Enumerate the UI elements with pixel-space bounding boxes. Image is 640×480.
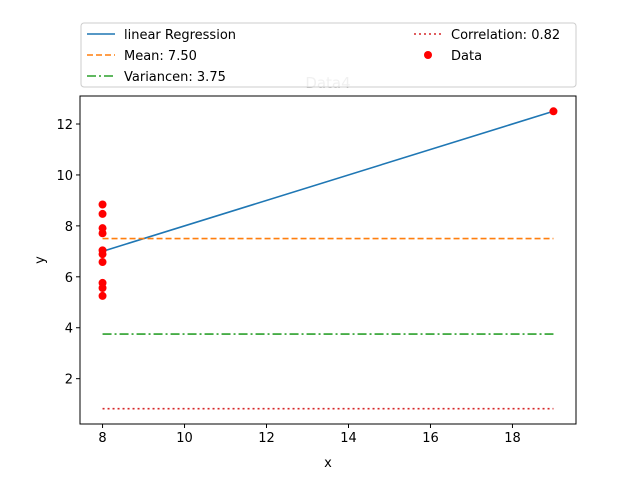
y-tick-label: 12 (56, 118, 73, 133)
legend-label: Mean: 7.50 (124, 49, 197, 64)
x-tick-label: 8 (98, 431, 106, 446)
axes-frame (79, 95, 577, 425)
legend-label: Variancen: 3.75 (124, 70, 226, 85)
data-point (98, 250, 107, 259)
data-point (98, 284, 107, 293)
x-tick-label: 10 (176, 431, 193, 446)
legend-label: Data (451, 49, 482, 64)
y-tick-label: 10 (56, 169, 73, 184)
data-point (98, 200, 107, 209)
legend-label: linear Regression (124, 28, 236, 43)
legend-swatch (424, 51, 432, 59)
x-axis-label: x (324, 456, 332, 471)
data-point (549, 107, 558, 116)
data-point (98, 209, 107, 218)
x-tick-label: 18 (504, 431, 521, 446)
data-point (98, 291, 107, 300)
legend-label: Correlation: 0.82 (451, 28, 560, 43)
y-tick-label: 8 (65, 220, 73, 235)
plot-area (98, 107, 558, 410)
ticks: 8 10 12 14 16 18 2 4 6 8 10 12 (56, 118, 520, 446)
x-tick-label: 12 (258, 431, 275, 446)
legend: linear Regression Mean: 7.50 Variancen: 3.… (80, 22, 577, 88)
series-line-0 (102, 110, 554, 253)
x-tick-label: 14 (340, 431, 357, 446)
y-axis-label: y (33, 256, 48, 264)
x-tick-label: 16 (422, 431, 439, 446)
y-tick-label: 6 (65, 271, 73, 286)
y-tick-label: 4 (65, 322, 73, 337)
legend-box (80, 22, 577, 88)
y-tick-label: 2 (65, 373, 73, 388)
data-point (98, 258, 107, 267)
data-point (98, 224, 107, 233)
